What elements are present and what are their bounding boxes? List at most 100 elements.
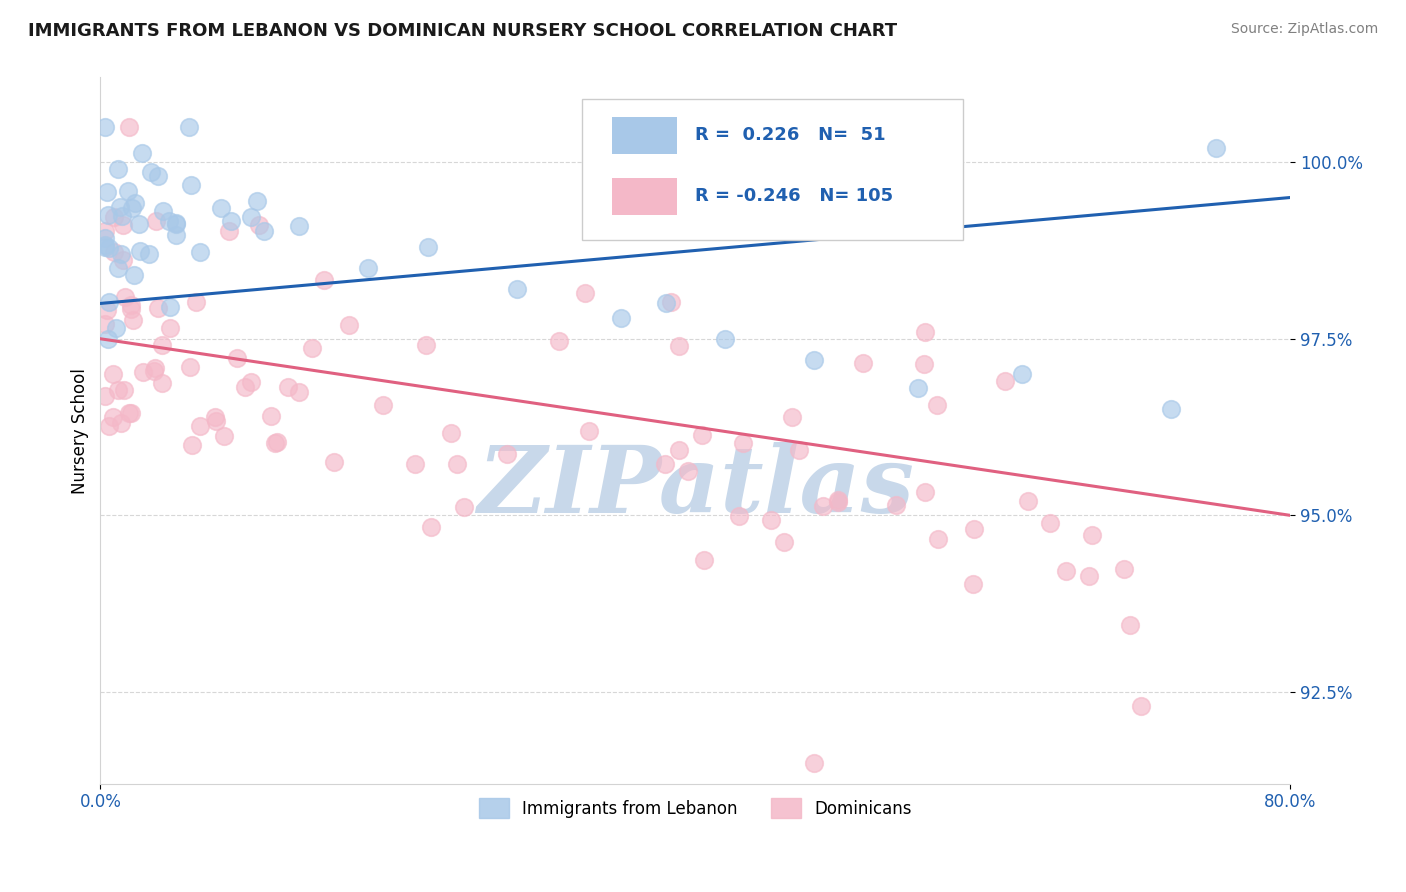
- Point: [371, 398, 394, 412]
- Point: [129, 244, 152, 258]
- Point: [114, 290, 136, 304]
- Point: [101, 367, 124, 381]
- Point: [108, 200, 131, 214]
- Point: [416, 240, 439, 254]
- Point: [962, 577, 984, 591]
- Point: [246, 194, 269, 208]
- Point: [180, 178, 202, 193]
- Point: [787, 442, 810, 457]
- Point: [772, 535, 794, 549]
- Point: [98, 241, 121, 255]
- Point: [1205, 141, 1227, 155]
- Point: [188, 418, 211, 433]
- Point: [121, 201, 143, 215]
- Point: [94, 240, 117, 254]
- Point: [247, 218, 270, 232]
- Point: [1129, 699, 1152, 714]
- Point: [218, 224, 240, 238]
- Point: [239, 210, 262, 224]
- Point: [94, 120, 117, 134]
- Point: [165, 218, 187, 232]
- Point: [205, 414, 228, 428]
- Point: [578, 424, 600, 438]
- Point: [803, 756, 825, 770]
- Point: [1054, 564, 1077, 578]
- Point: [152, 338, 174, 352]
- Point: [1119, 617, 1142, 632]
- Point: [912, 358, 935, 372]
- Point: [120, 298, 142, 312]
- Point: [827, 492, 849, 507]
- Point: [110, 416, 132, 430]
- Point: [233, 380, 256, 394]
- Point: [181, 438, 204, 452]
- Point: [547, 334, 569, 348]
- Point: [288, 219, 311, 233]
- Point: [152, 203, 174, 218]
- Point: [690, 428, 713, 442]
- Point: [94, 389, 117, 403]
- Point: [927, 533, 949, 547]
- Point: [120, 406, 142, 420]
- Point: [668, 442, 690, 457]
- Point: [259, 409, 281, 424]
- Point: [731, 436, 754, 450]
- Point: [150, 376, 173, 390]
- Point: [97, 332, 120, 346]
- Point: [212, 429, 235, 443]
- Point: [813, 499, 835, 513]
- Point: [253, 224, 276, 238]
- Point: [312, 273, 335, 287]
- Point: [1017, 494, 1039, 508]
- Point: [110, 247, 132, 261]
- Point: [122, 268, 145, 283]
- Point: [148, 169, 170, 183]
- Bar: [612, 117, 678, 153]
- Point: [714, 332, 737, 346]
- Point: [263, 436, 285, 450]
- Point: [128, 217, 150, 231]
- Point: [146, 301, 169, 315]
- Point: [132, 365, 155, 379]
- Point: [914, 325, 936, 339]
- Point: [446, 458, 468, 472]
- Text: R =  0.226   N=  51: R = 0.226 N= 51: [695, 127, 886, 145]
- Point: [277, 379, 299, 393]
- Point: [827, 495, 849, 509]
- Point: [107, 260, 129, 275]
- Point: [186, 294, 208, 309]
- Point: [111, 218, 134, 232]
- Bar: [612, 178, 678, 215]
- Point: [1160, 402, 1182, 417]
- Point: [141, 165, 163, 179]
- Point: [1081, 528, 1104, 542]
- Point: [112, 383, 135, 397]
- Point: [415, 338, 437, 352]
- Point: [803, 353, 825, 368]
- Point: [188, 245, 211, 260]
- Point: [759, 512, 782, 526]
- Point: [914, 484, 936, 499]
- Text: IMMIGRANTS FROM LEBANON VS DOMINICAN NURSERY SCHOOL CORRELATION CHART: IMMIGRANTS FROM LEBANON VS DOMINICAN NUR…: [28, 22, 897, 40]
- Point: [440, 425, 463, 440]
- Point: [322, 455, 344, 469]
- Point: [301, 341, 323, 355]
- Point: [96, 303, 118, 318]
- Point: [239, 376, 262, 390]
- Point: [453, 500, 475, 515]
- Point: [420, 520, 443, 534]
- Point: [96, 186, 118, 200]
- Point: [94, 237, 117, 252]
- Point: [676, 464, 699, 478]
- Point: [1112, 562, 1135, 576]
- Point: [963, 522, 986, 536]
- Point: [159, 321, 181, 335]
- Point: [97, 208, 120, 222]
- Point: [728, 508, 751, 523]
- Point: [94, 230, 117, 244]
- Point: [693, 553, 716, 567]
- Text: Source: ZipAtlas.com: Source: ZipAtlas.com: [1230, 22, 1378, 37]
- Point: [157, 214, 180, 228]
- Point: [143, 364, 166, 378]
- Point: [120, 301, 142, 316]
